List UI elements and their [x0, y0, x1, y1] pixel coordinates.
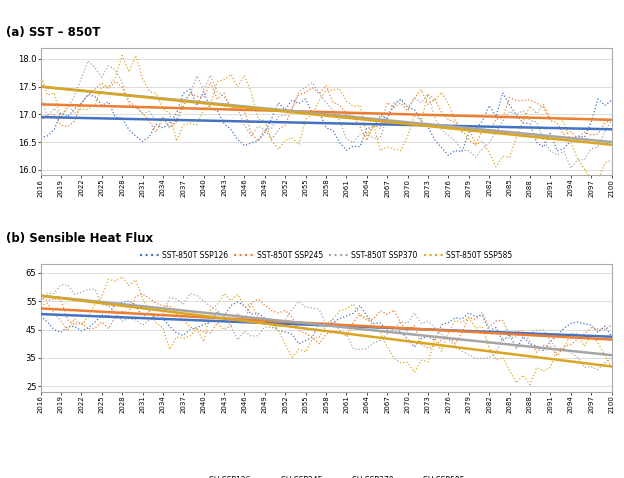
Legend: SH SSP126, SH SSP245, SH SSP370, SH SSP585: SH SSP126, SH SSP245, SH SSP370, SH SSP5… — [184, 472, 468, 478]
Legend: SST-850T SSP126, SST-850T SSP245, SST-850T SSP370, SST-850T SSP585: SST-850T SSP126, SST-850T SSP245, SST-85… — [137, 248, 515, 263]
Text: (b) Sensible Heat Flux: (b) Sensible Heat Flux — [6, 232, 154, 245]
Text: (a) SST – 850T: (a) SST – 850T — [6, 26, 100, 39]
